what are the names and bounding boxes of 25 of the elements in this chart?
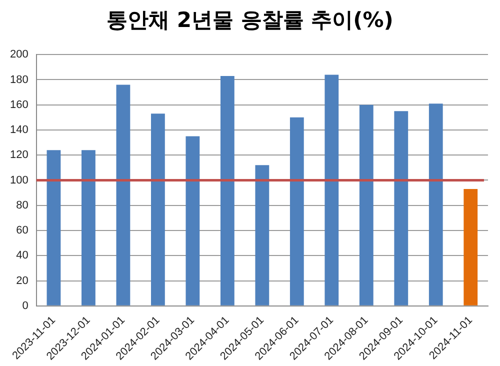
bar xyxy=(324,74,339,306)
y-tick-label: 80 xyxy=(16,199,28,212)
y-tick-label: 180 xyxy=(10,74,28,86)
y-tick-label: 200 xyxy=(10,48,28,61)
bar xyxy=(186,136,200,306)
y-tick-label: 40 xyxy=(16,250,28,262)
y-tick-label: 100 xyxy=(10,174,28,186)
y-tick-label: 120 xyxy=(10,149,28,162)
bar xyxy=(428,104,443,306)
y-tick-label: 140 xyxy=(10,124,28,136)
bar xyxy=(359,104,374,306)
bar xyxy=(116,84,130,306)
bar xyxy=(255,165,270,306)
bar xyxy=(46,150,61,306)
y-tick-label: 20 xyxy=(16,274,28,287)
bar xyxy=(220,76,234,306)
y-tick-label: 60 xyxy=(16,224,28,237)
chart-title: 통안채 2년물 응찰률 추이(%) xyxy=(106,7,394,34)
bar xyxy=(464,189,478,306)
y-tick-label: 0 xyxy=(22,300,28,312)
bar xyxy=(151,114,165,306)
bar xyxy=(394,111,408,306)
bar xyxy=(82,150,96,306)
y-tick-label: 160 xyxy=(10,98,28,111)
bar xyxy=(290,117,304,306)
